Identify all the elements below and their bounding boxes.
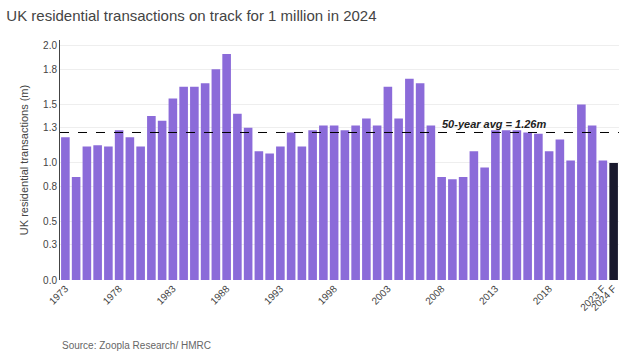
svg-text:2024 F: 2024 F — [589, 283, 619, 313]
svg-text:2023 F: 2023 F — [578, 283, 608, 313]
svg-text:2.0: 2.0 — [43, 40, 57, 51]
svg-text:Source: Zoopla Research/ HMRC: Source: Zoopla Research/ HMRC — [62, 340, 211, 351]
svg-text:0.0: 0.0 — [43, 275, 57, 286]
svg-text:1983: 1983 — [154, 283, 178, 307]
svg-text:1.5: 1.5 — [43, 99, 57, 110]
svg-text:1988: 1988 — [208, 283, 232, 307]
svg-text:50-year avg = 1.26m: 50-year avg = 1.26m — [442, 118, 546, 130]
svg-text:0.8: 0.8 — [43, 181, 57, 192]
svg-text:UK residential transactions on: UK residential transactions on track for… — [6, 7, 376, 24]
svg-text:1973: 1973 — [47, 283, 71, 307]
svg-text:2008: 2008 — [423, 283, 447, 307]
svg-text:1998: 1998 — [316, 283, 340, 307]
svg-text:0.5: 0.5 — [43, 216, 57, 227]
svg-text:UK residential transactions (m: UK residential transactions (m) — [18, 85, 30, 235]
svg-text:1.0: 1.0 — [43, 157, 57, 168]
svg-text:1.3: 1.3 — [43, 122, 57, 133]
svg-text:2018: 2018 — [531, 283, 555, 307]
svg-text:2013: 2013 — [477, 283, 501, 307]
svg-text:0.3: 0.3 — [43, 239, 57, 250]
svg-text:1.8: 1.8 — [43, 64, 57, 75]
svg-text:1978: 1978 — [101, 283, 125, 307]
svg-text:2003: 2003 — [369, 283, 393, 307]
svg-text:1993: 1993 — [262, 283, 286, 307]
